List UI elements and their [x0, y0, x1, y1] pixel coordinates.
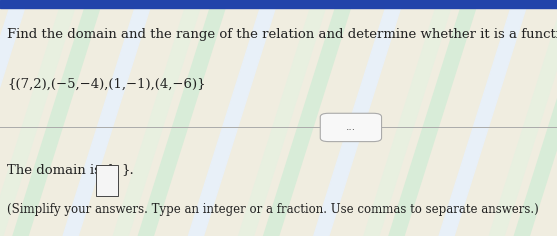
Polygon shape: [464, 0, 554, 236]
Text: }.: }.: [121, 163, 134, 176]
Text: Find the domain and the range of the relation and determine whether it is a func: Find the domain and the range of the rel…: [7, 28, 557, 41]
Polygon shape: [213, 0, 303, 236]
Polygon shape: [414, 0, 504, 236]
FancyBboxPatch shape: [96, 165, 118, 196]
Polygon shape: [389, 0, 478, 236]
Polygon shape: [188, 0, 278, 236]
Polygon shape: [0, 0, 52, 236]
Polygon shape: [439, 0, 529, 236]
Text: The domain is {: The domain is {: [7, 163, 114, 176]
Polygon shape: [63, 0, 153, 236]
Polygon shape: [539, 0, 557, 236]
Polygon shape: [289, 0, 378, 236]
Polygon shape: [138, 0, 228, 236]
Polygon shape: [339, 0, 428, 236]
Polygon shape: [514, 0, 557, 236]
Polygon shape: [0, 0, 27, 236]
Polygon shape: [113, 0, 203, 236]
Polygon shape: [0, 0, 2, 236]
Bar: [0, 0, 557, 8]
Polygon shape: [489, 0, 557, 236]
FancyBboxPatch shape: [320, 113, 382, 142]
Text: {(7,2),(−5,−4),(1,−1),(4,−6)}: {(7,2),(−5,−4),(1,−1),(4,−6)}: [7, 78, 206, 91]
Polygon shape: [13, 0, 102, 236]
Polygon shape: [314, 0, 403, 236]
Polygon shape: [263, 0, 353, 236]
Polygon shape: [238, 0, 328, 236]
Polygon shape: [38, 0, 128, 236]
Polygon shape: [163, 0, 253, 236]
Polygon shape: [88, 0, 178, 236]
Polygon shape: [0, 0, 77, 236]
Polygon shape: [364, 0, 453, 236]
Text: ...: ...: [346, 122, 356, 132]
Text: (Simplify your answers. Type an integer or a fraction. Use commas to separate an: (Simplify your answers. Type an integer …: [7, 203, 539, 216]
